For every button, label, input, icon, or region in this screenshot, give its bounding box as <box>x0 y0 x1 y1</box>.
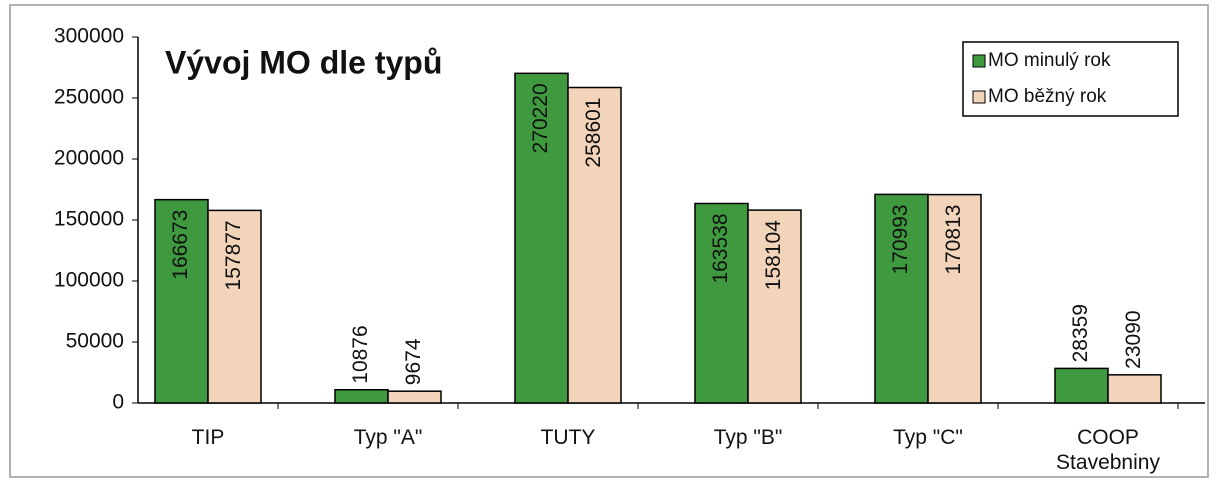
value-label: 10876 <box>349 325 372 383</box>
legend-label: MO běžný rok <box>988 86 1107 107</box>
y-tick-label: 200000 <box>54 147 124 170</box>
bar <box>334 388 389 404</box>
y-tick-label: 250000 <box>54 86 124 109</box>
legend-swatch <box>972 90 986 104</box>
value-label: 157877 <box>222 220 245 290</box>
y-tick-label: 300000 <box>54 25 124 48</box>
bar <box>514 72 569 404</box>
bar <box>747 209 802 404</box>
bar <box>694 202 749 404</box>
bar <box>1107 374 1162 404</box>
bar <box>927 193 982 404</box>
x-tick-label: TIP <box>191 426 225 449</box>
bar <box>387 390 442 404</box>
legend-box <box>962 41 1179 117</box>
bar <box>1054 367 1109 404</box>
bar <box>207 209 262 404</box>
value-label: 166673 <box>169 210 192 280</box>
y-tick-label: 0 <box>112 391 124 414</box>
value-label: 9674 <box>402 338 425 385</box>
bar <box>567 86 622 404</box>
value-label: 28359 <box>1069 304 1092 362</box>
value-label: 270220 <box>529 83 552 153</box>
y-tick-label: 50000 <box>66 330 124 353</box>
x-tick-label: Typ "C" <box>893 426 963 449</box>
x-tick-label: TUTY <box>540 426 596 449</box>
y-tick-label: 100000 <box>54 269 124 292</box>
frame <box>9 4 1209 478</box>
value-label: 258601 <box>582 98 605 168</box>
x-tick-label: Typ "B" <box>713 426 783 449</box>
y-tick-label: 150000 <box>54 208 124 231</box>
bar <box>154 198 209 404</box>
value-label: 23090 <box>1122 310 1145 368</box>
value-label: 170813 <box>942 205 965 275</box>
legend-swatch <box>972 54 986 68</box>
x-tick-label: COOP Stavebniny <box>1056 426 1160 474</box>
value-label: 158104 <box>762 220 785 290</box>
value-label: 170993 <box>889 204 912 274</box>
value-label: 163538 <box>709 213 732 283</box>
x-tick-label: Typ "A" <box>353 426 423 449</box>
chart-title: Vývoj MO dle typů <box>165 44 442 80</box>
legend-label: MO minulý rok <box>988 50 1111 71</box>
